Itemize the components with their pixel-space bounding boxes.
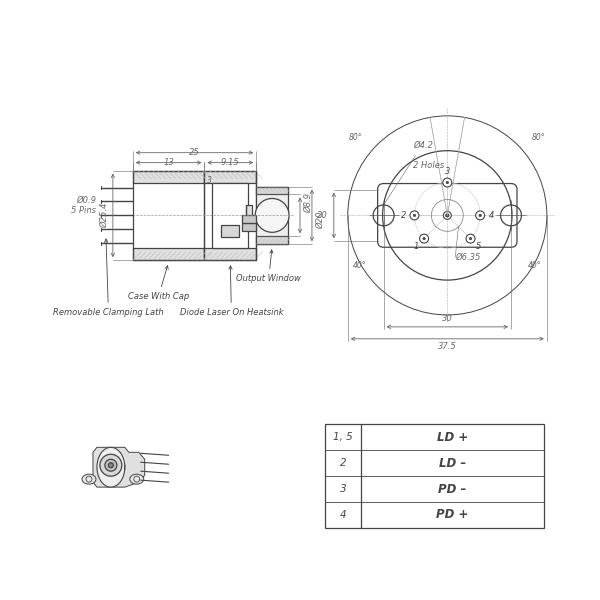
Text: Case With Cap: Case With Cap — [128, 266, 189, 301]
Bar — [133, 170, 205, 182]
Bar — [256, 187, 288, 194]
Text: 3: 3 — [208, 176, 212, 185]
Text: Removable Clamping Lath: Removable Clamping Lath — [53, 239, 164, 317]
Text: 3: 3 — [340, 484, 346, 494]
Bar — [133, 248, 205, 260]
Circle shape — [469, 238, 472, 240]
Ellipse shape — [82, 474, 96, 484]
Circle shape — [446, 181, 449, 184]
Bar — [221, 226, 239, 237]
Circle shape — [446, 214, 449, 217]
Circle shape — [443, 178, 452, 187]
Bar — [325, 424, 544, 528]
Text: 2: 2 — [401, 211, 406, 220]
Text: 80°: 80° — [349, 133, 362, 142]
Text: 5: 5 — [476, 242, 481, 251]
Text: 40°: 40° — [353, 260, 367, 269]
Text: 40°: 40° — [528, 260, 542, 269]
Bar — [212, 182, 248, 248]
Text: Output Window: Output Window — [236, 250, 301, 283]
Polygon shape — [93, 448, 145, 487]
Text: 30: 30 — [442, 314, 452, 323]
Text: PD –: PD – — [438, 482, 466, 496]
Bar — [246, 205, 252, 226]
Ellipse shape — [97, 448, 125, 487]
Circle shape — [476, 211, 485, 220]
Text: 20: 20 — [317, 211, 328, 220]
Circle shape — [109, 463, 113, 468]
Text: Ø6.35: Ø6.35 — [455, 253, 481, 262]
Circle shape — [423, 238, 425, 240]
Text: 2 Holes: 2 Holes — [413, 161, 445, 170]
Circle shape — [100, 454, 122, 476]
Text: Ø4.2: Ø4.2 — [413, 140, 433, 149]
Bar — [205, 248, 256, 260]
Text: 4: 4 — [340, 510, 346, 520]
Bar — [205, 170, 256, 182]
Text: Ø8.9: Ø8.9 — [304, 193, 313, 214]
Text: Diode Laser On Heatsink: Diode Laser On Heatsink — [179, 266, 283, 317]
Circle shape — [410, 211, 419, 220]
Text: 1, 5: 1, 5 — [333, 433, 353, 442]
Text: Ø25.4: Ø25.4 — [100, 203, 109, 228]
Circle shape — [466, 234, 475, 243]
Circle shape — [479, 214, 481, 217]
Bar — [256, 236, 288, 244]
Bar — [205, 170, 256, 260]
Circle shape — [413, 214, 416, 217]
Text: 25: 25 — [189, 148, 200, 157]
Circle shape — [105, 459, 117, 471]
Bar — [256, 187, 288, 244]
Text: 13: 13 — [163, 158, 174, 167]
Text: 4: 4 — [488, 211, 494, 220]
Circle shape — [419, 234, 428, 243]
Bar — [242, 215, 256, 223]
Ellipse shape — [130, 474, 144, 484]
Text: 9.15: 9.15 — [221, 158, 239, 167]
Circle shape — [255, 199, 289, 232]
Text: 1: 1 — [413, 242, 419, 251]
Text: 37.5: 37.5 — [438, 342, 457, 351]
Text: Ø0.9: Ø0.9 — [76, 196, 96, 205]
Bar — [133, 170, 205, 260]
Text: 3: 3 — [445, 167, 450, 176]
Text: LD +: LD + — [437, 431, 468, 444]
Bar — [242, 223, 256, 232]
Text: Ø20: Ø20 — [316, 212, 325, 229]
Text: 80°: 80° — [532, 133, 546, 142]
Text: 5 Pins: 5 Pins — [71, 206, 96, 215]
Text: LD –: LD – — [439, 457, 466, 470]
Circle shape — [443, 211, 451, 220]
Text: 2: 2 — [340, 458, 346, 468]
Text: PD +: PD + — [436, 509, 469, 521]
